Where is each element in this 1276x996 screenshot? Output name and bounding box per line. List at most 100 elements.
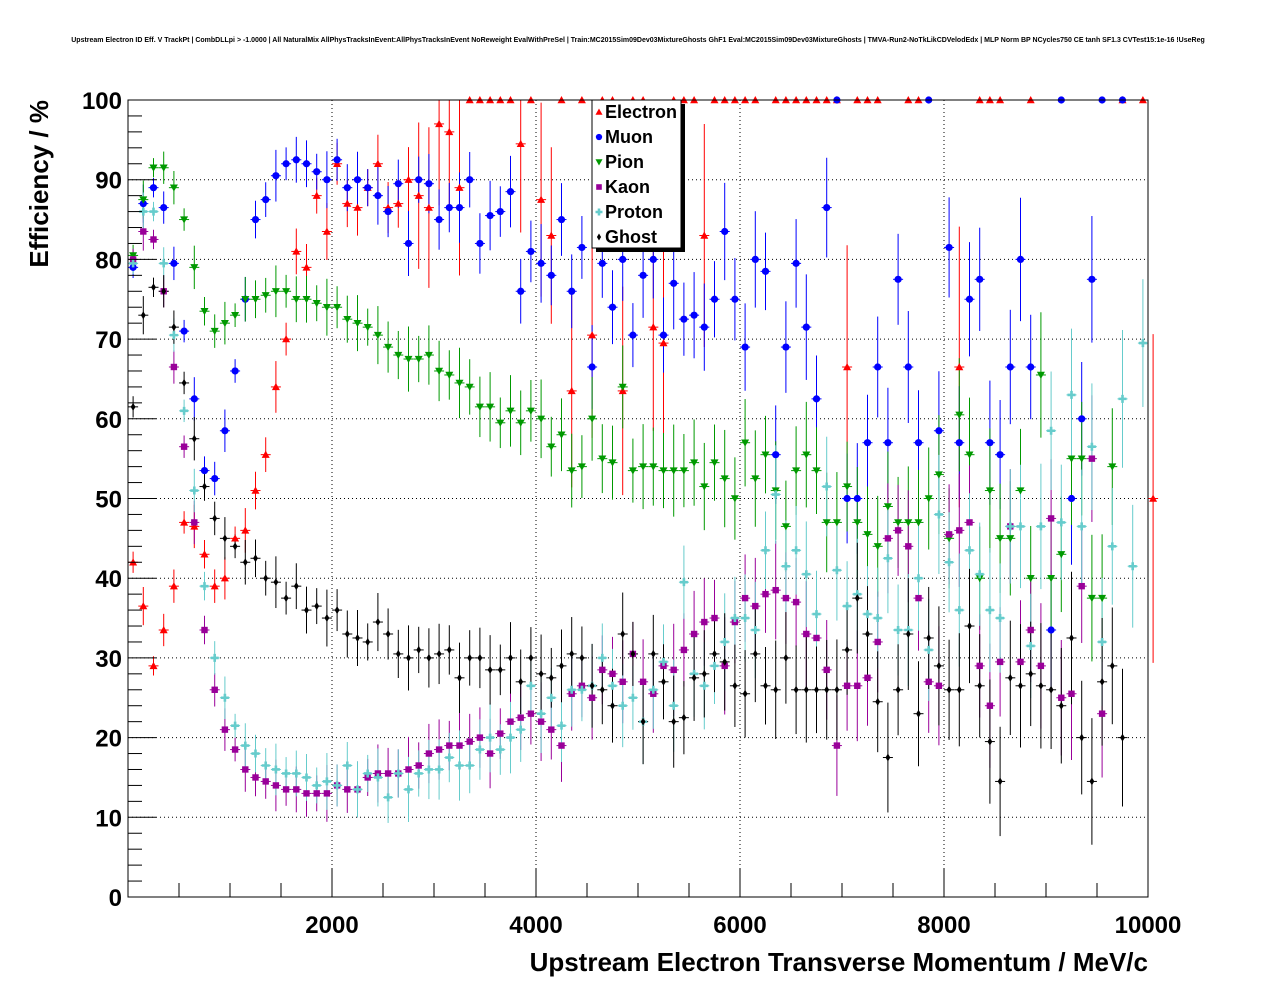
pion-point [271,288,280,296]
pion-point [302,296,311,304]
ghost-point [304,606,309,615]
ghost-point [436,649,442,658]
muon-point [1088,275,1096,283]
kaon-point [1047,515,1055,522]
kaon-point [874,638,881,646]
electron-point [210,582,219,590]
kaon-point [201,626,208,634]
kaon-point [782,594,790,602]
kaon-point [497,730,504,737]
ghost-point [242,558,248,567]
proton-point [792,546,801,555]
pion-point [180,216,189,224]
muon-point [812,395,821,403]
proton-point [180,406,189,415]
muon-point [1047,626,1055,634]
kaon-point [762,590,769,598]
proton-point [567,685,576,694]
pion-point [649,463,658,471]
kaon-point [252,774,259,781]
kaon-point [823,666,830,674]
y-tick-label: 90 [95,168,122,195]
ghost-point [844,645,850,654]
ghost-point [742,689,748,698]
legend-label-pion: Pion [605,152,644,172]
kaon-point [282,786,290,793]
muon-point [608,303,617,311]
pion-point [333,304,342,312]
proton-point [1077,522,1086,531]
x-axis-title: Upstream Electron Transverse Momentum / … [530,947,1148,977]
ghost-point [1048,685,1054,694]
ghost-point [681,713,687,722]
legend-marker-muon [595,133,603,141]
muon-point [1078,415,1086,423]
muon-point [323,176,331,184]
ghost-point [1099,677,1105,686]
proton-point [322,777,331,786]
electron-point [424,203,433,211]
ghost-point [375,618,381,627]
pion-point [414,355,423,364]
proton-point [781,562,790,571]
ghost-point [355,633,360,642]
ghost-point [406,653,411,662]
ghost-point [426,653,432,662]
kaon-point [435,746,443,753]
kaon-point [1058,694,1065,701]
ghost-point [620,629,626,638]
ghost-point [987,737,993,746]
legend-box [591,99,682,249]
ghost-point [1079,733,1085,742]
muon-point [251,215,260,224]
proton-point [679,578,688,587]
kaon-point [711,614,718,622]
proton-point [761,546,770,555]
proton-point [924,645,933,654]
legend-label-proton: Proton [605,202,663,222]
ghost-point [916,709,921,718]
muon-point [149,184,158,192]
proton-point [1057,518,1066,527]
pion-point [312,300,321,308]
proton-point [373,773,382,782]
ghost-point [834,685,840,694]
ghost-point [589,681,595,690]
ghost-point [1109,661,1115,670]
kaon-point [752,602,759,610]
pion-point [832,519,841,527]
kaon-point [456,742,463,749]
ghost-point [579,653,585,662]
muon-point [404,239,413,248]
legend: Electron Muon Pion Kaon Proton Ghost [591,99,685,252]
ghost-point [895,685,901,694]
pion-point [404,355,413,364]
electron-point [516,139,525,148]
x-tick-label: 10000 [1115,912,1182,939]
muon-point [914,439,923,447]
ghost-point [946,685,952,694]
muon-point [945,243,953,252]
electron-point [394,199,403,207]
kaon-point [680,646,688,654]
proton-point [771,490,780,499]
kaon-point [140,228,147,235]
proton-point [883,554,892,563]
pion-point [139,196,148,204]
muon-point [557,215,566,224]
proton-point [261,761,270,770]
pion-point [455,379,464,387]
pion-point [608,459,617,467]
muon-point [904,363,912,371]
kaon-point [670,666,677,674]
ghost-point [253,554,258,563]
pion-point [547,443,556,451]
proton-point [965,546,974,555]
proton-point [475,745,484,754]
kaon-point [313,790,320,797]
pion-point [1026,575,1035,583]
pion-point [567,467,576,475]
proton-point [353,785,362,794]
ghost-point [324,614,330,623]
kaon-point [935,682,943,689]
